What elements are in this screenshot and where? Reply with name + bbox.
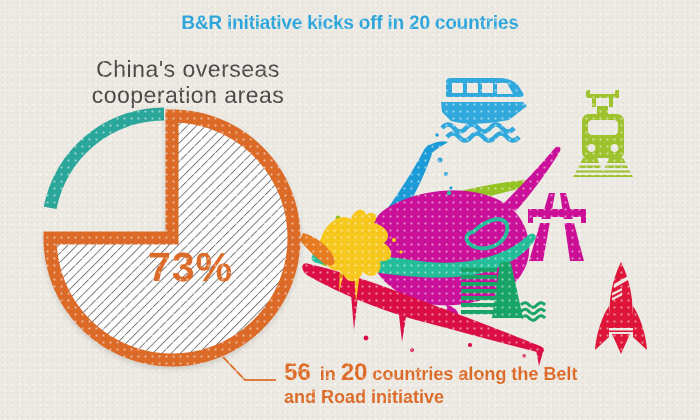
pie-wedge-73	[43, 109, 301, 367]
paint-drip	[399, 315, 406, 342]
rocket-icon	[595, 262, 647, 354]
pie-subtitle-line-1: China's overseas	[96, 56, 280, 82]
dam-bar	[461, 303, 497, 308]
highway-bridge-pier	[581, 217, 586, 223]
train-pantograph-nub	[586, 90, 590, 95]
callout-number-56: 56	[284, 359, 311, 386]
paint-droplet	[444, 172, 448, 176]
paint-splash-graphic	[300, 133, 561, 366]
dam-bar	[461, 296, 497, 301]
boat-wave	[445, 131, 521, 143]
paint-streak	[302, 263, 545, 353]
rocket-fin-left	[595, 306, 609, 350]
boat-front-window	[497, 83, 513, 94]
boat-window	[482, 83, 493, 93]
paint-droplet	[392, 238, 396, 242]
paint-droplet	[522, 354, 526, 358]
rocket-band	[609, 328, 633, 331]
paint-droplet	[449, 186, 453, 190]
callout-leader-line	[221, 355, 276, 381]
paint-splash-yellow	[316, 209, 403, 302]
dam-icon	[461, 262, 547, 322]
paint-droplet	[363, 335, 369, 341]
highway-underpass-gap	[526, 219, 588, 223]
paint-splash-crimson	[302, 263, 545, 366]
dam-wave	[519, 307, 547, 316]
highway-lane-right	[560, 193, 584, 261]
highway-icon	[526, 193, 588, 261]
train-rail-gap	[571, 172, 635, 175]
dam-bar	[461, 289, 497, 294]
dam-wave	[519, 301, 547, 309]
boat-icon	[440, 78, 527, 143]
paint-streak	[424, 141, 448, 156]
paint-streak	[503, 146, 561, 211]
paint-droplet	[410, 348, 414, 352]
train-pantograph-bar	[586, 94, 619, 98]
boat-hull	[441, 102, 527, 124]
rocket-nose-slash	[614, 276, 628, 288]
rocket-details	[609, 276, 633, 331]
pie-subtitle-line-2: cooperation areas	[91, 82, 285, 108]
rocket-fin-right	[633, 306, 647, 350]
dam-bar	[461, 310, 497, 315]
rocket-stripe	[612, 288, 622, 296]
page-title: B&R initiative kicks off in 20 countries	[181, 13, 519, 34]
paint-splat	[300, 233, 335, 266]
dam-wave	[519, 314, 547, 322]
highway-bridge-pier	[528, 217, 533, 223]
dam-bar	[461, 282, 497, 287]
callout-connector: in	[319, 364, 336, 384]
callout-line-2: and Road initiative	[284, 387, 445, 407]
dam-tower	[492, 262, 523, 318]
paint-curl	[464, 217, 510, 251]
highway-bridge	[528, 209, 586, 217]
train-pantograph-nub	[615, 90, 619, 95]
callout-text: 56 in 20 countries along the Belt and Road …	[284, 360, 577, 408]
train-icon	[571, 90, 635, 177]
rocket-nozzle	[612, 334, 630, 354]
train-cutouts	[571, 120, 635, 175]
train-pantograph-post	[592, 98, 596, 107]
train-light	[587, 144, 596, 152]
train-rail-gap	[571, 168, 635, 171]
paint-drip	[351, 294, 358, 330]
rocket-stripe	[612, 293, 622, 301]
train-roof-box	[597, 106, 608, 115]
boat-window	[467, 83, 478, 93]
dam-bar	[461, 275, 497, 280]
pie-chart	[43, 107, 301, 381]
callout-rest: countries along the Belt	[372, 364, 578, 384]
dam-bar	[461, 268, 497, 273]
paint-droplet	[468, 343, 472, 347]
pie-percent-label: 73%	[148, 244, 234, 290]
boat-window	[452, 83, 463, 93]
train-window	[588, 120, 618, 135]
paint-splash-orange	[300, 233, 343, 278]
paint-drip	[339, 268, 345, 292]
paint-drip	[536, 350, 543, 366]
pie-subtitle: China's overseas cooperation areas	[56, 56, 320, 108]
paint-droplet	[399, 250, 403, 254]
paint-splat	[316, 209, 392, 282]
paint-droplet	[446, 190, 452, 196]
pie-arc-other	[43, 107, 165, 210]
paint-droplet	[437, 157, 443, 163]
boat-windows	[452, 83, 513, 94]
paint-droplet	[339, 274, 343, 278]
train-rail-gap	[571, 163, 635, 166]
boat-wave	[440, 122, 516, 134]
rocket-body	[608, 262, 634, 332]
callout-line-1: 56 in 20 countries along the Belt	[284, 360, 577, 387]
highway-lane-left	[529, 193, 555, 261]
train-light	[610, 144, 619, 152]
callout-number-20: 20	[340, 359, 368, 386]
train-pantograph-post	[609, 98, 613, 107]
paint-droplet	[435, 133, 439, 137]
paint-drip	[354, 272, 360, 302]
